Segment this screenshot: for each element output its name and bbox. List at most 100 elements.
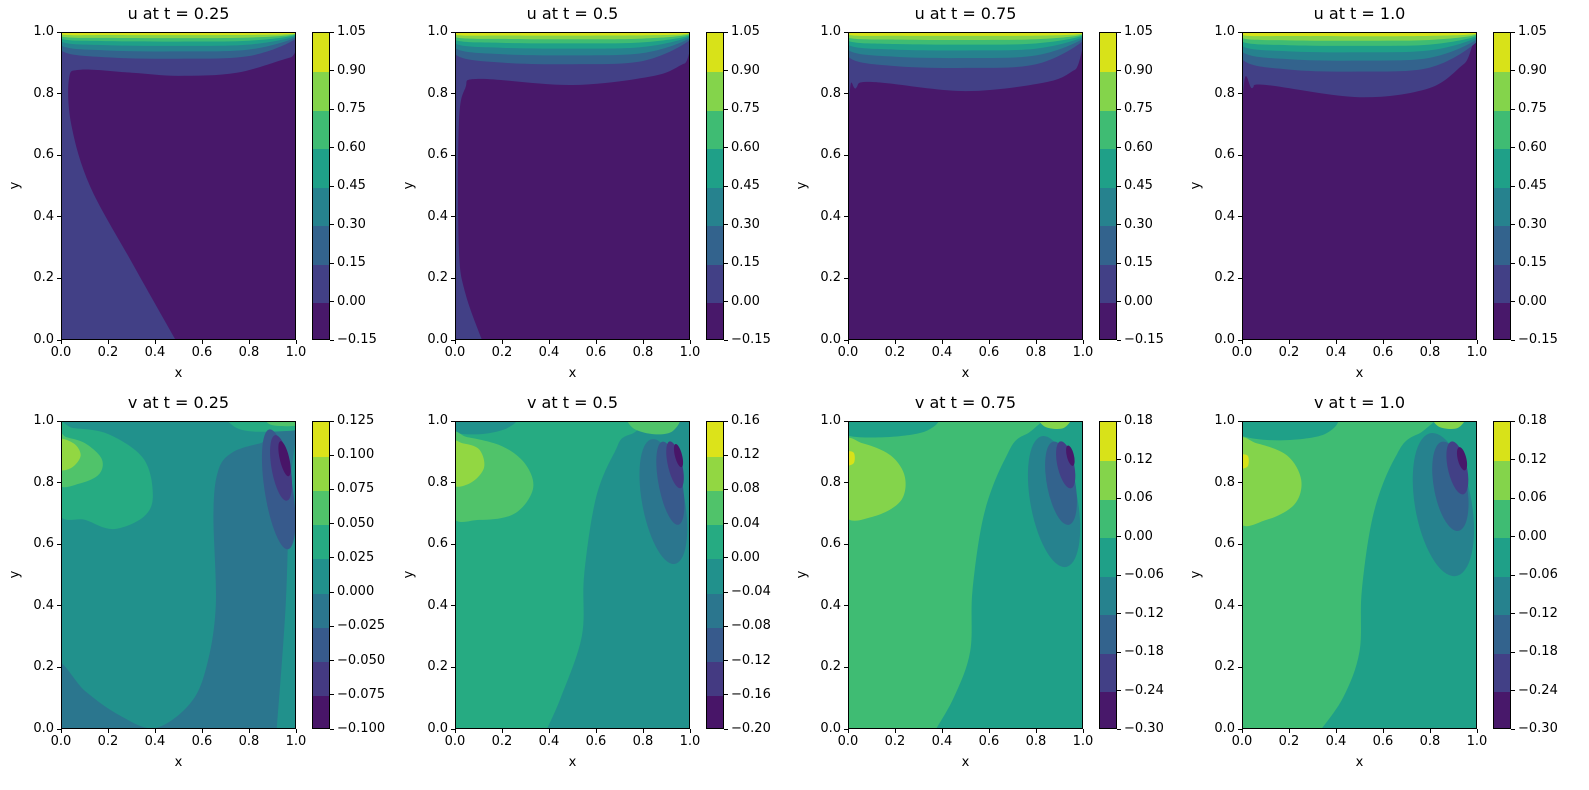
x-tick-label: 0.2 <box>97 734 119 749</box>
colorbar-band <box>313 71 329 111</box>
x-tick-label: 0.4 <box>538 734 560 749</box>
x-tick-mark <box>894 729 896 733</box>
colorbar-tick-label: 0.100 <box>337 447 375 463</box>
y-tick-mark <box>451 543 455 545</box>
x-tick-label: 1.0 <box>285 345 307 360</box>
x-tick-mark <box>642 729 644 733</box>
colorbar-tick-mark <box>330 262 334 264</box>
colorbar-band <box>313 490 329 526</box>
subplot-title: v at t = 0.25 <box>127 393 230 412</box>
colorbar-band <box>707 593 723 628</box>
colorbar-band <box>313 187 329 226</box>
colorbar-tick-mark <box>330 224 334 225</box>
colorbar-tick-mark <box>330 108 334 110</box>
y-tick-mark <box>57 605 61 607</box>
contour-band-level-0 <box>1243 34 1476 339</box>
subplot-title: u at t = 1.0 <box>1313 4 1406 23</box>
contour-band-level-3 <box>62 422 295 728</box>
colorbar-tick-mark <box>1117 651 1121 653</box>
y-tick-mark <box>1238 216 1242 218</box>
y-tick-mark <box>451 154 455 156</box>
contour-band-level-0 <box>68 52 295 339</box>
colorbar-tick-mark <box>1511 459 1515 460</box>
colorbar-tick-label: 0.75 <box>1518 101 1547 116</box>
colorbar-band <box>1100 576 1116 615</box>
x-tick-label: 0.6 <box>1372 734 1394 749</box>
x-tick-label: 0.4 <box>538 345 560 360</box>
contour-svg <box>1243 33 1476 339</box>
x-tick-mark <box>501 729 503 733</box>
x-tick-label: 0.4 <box>1325 734 1347 749</box>
y-tick-mark <box>57 420 61 422</box>
contour-band-level-0 <box>457 53 689 339</box>
colorbar-tick-label: −0.20 <box>731 721 771 736</box>
colorbar-tick-label: 0.00 <box>1124 528 1153 544</box>
colorbar-tick-mark <box>330 488 334 490</box>
y-tick-mark <box>57 482 61 484</box>
colorbar-tick-label: 0.08 <box>731 481 760 497</box>
colorbar-band <box>707 695 723 728</box>
colorbar-tick-mark <box>330 591 334 593</box>
colorbar-band <box>1100 33 1116 72</box>
contour-band-level-7 <box>456 440 485 487</box>
colorbar <box>706 32 724 340</box>
colorbar-tick-label: 0.12 <box>1518 451 1547 467</box>
x-tick-label: 0.2 <box>884 345 906 360</box>
colorbar-tick-label: 0.04 <box>731 515 760 531</box>
subplot-title: v at t = 1.0 <box>1313 393 1405 412</box>
colorbar-tick-label: 0.45 <box>731 178 760 193</box>
colorbar-band <box>707 490 723 526</box>
colorbar-tick-mark <box>330 454 334 456</box>
colorbar-band <box>313 302 329 339</box>
colorbar-tick-mark <box>1117 70 1121 71</box>
y-tick-label: 0.4 <box>1214 597 1235 613</box>
y-tick-mark <box>57 543 61 545</box>
y-tick-label: 0.0 <box>820 721 841 736</box>
x-tick-label: 0.6 <box>1372 345 1394 360</box>
x-tick-label: 0.2 <box>1278 345 1300 360</box>
colorbar-tick-mark <box>724 185 728 187</box>
colorbar-band <box>707 661 723 697</box>
colorbar-band <box>1494 499 1510 538</box>
colorbar-tick-label: −0.15 <box>337 332 377 347</box>
y-tick-label: 0.8 <box>427 85 448 101</box>
colorbar-tick-label: −0.30 <box>1518 721 1558 736</box>
colorbar-tick-mark <box>1511 536 1515 537</box>
y-axis-label: y <box>401 570 417 579</box>
x-tick-label: 0.0 <box>444 345 466 360</box>
contour-plot-area <box>848 421 1083 729</box>
contour-band-level-7 <box>456 33 689 36</box>
colorbar-tick-label: 0.00 <box>337 293 366 309</box>
contour-band-level-0 <box>849 50 1082 339</box>
colorbar-tick-mark <box>1117 459 1121 460</box>
colorbar-tick-mark <box>1117 497 1121 499</box>
x-tick-mark <box>1288 340 1290 344</box>
x-tick-mark <box>60 729 62 733</box>
colorbar-band <box>1100 187 1116 226</box>
colorbar-tick-label: 1.05 <box>731 24 760 39</box>
colorbar-tick-mark <box>1511 108 1515 110</box>
subplot-title: u at t = 0.75 <box>914 4 1017 23</box>
x-tick-label: 0.0 <box>50 345 72 360</box>
colorbar-band <box>313 524 329 560</box>
y-tick-mark <box>1238 154 1242 156</box>
colorbar-tick-mark <box>330 70 334 71</box>
colorbar-tick-label: 0.15 <box>731 255 760 270</box>
x-tick-mark <box>1335 340 1337 344</box>
colorbar-tick-label: 0.45 <box>1518 178 1547 193</box>
y-tick-label: 0.0 <box>1214 332 1235 347</box>
colorbar-tick-mark <box>1511 339 1515 341</box>
colorbar-tick-mark <box>1117 185 1121 187</box>
colorbar-tick-label: 0.75 <box>731 101 760 116</box>
subplot-title: u at t = 0.5 <box>526 4 619 23</box>
y-tick-label: 1.0 <box>820 413 841 428</box>
y-tick-mark <box>1238 605 1242 607</box>
y-tick-mark <box>1238 277 1242 279</box>
y-tick-mark <box>1238 482 1242 484</box>
x-tick-label: 0.2 <box>491 734 513 749</box>
colorbar-tick-label: 0.15 <box>1518 255 1547 270</box>
colorbar-tick-mark <box>1511 70 1515 71</box>
x-tick-mark <box>60 340 62 344</box>
colorbar-tick-label: −0.12 <box>1518 605 1558 621</box>
